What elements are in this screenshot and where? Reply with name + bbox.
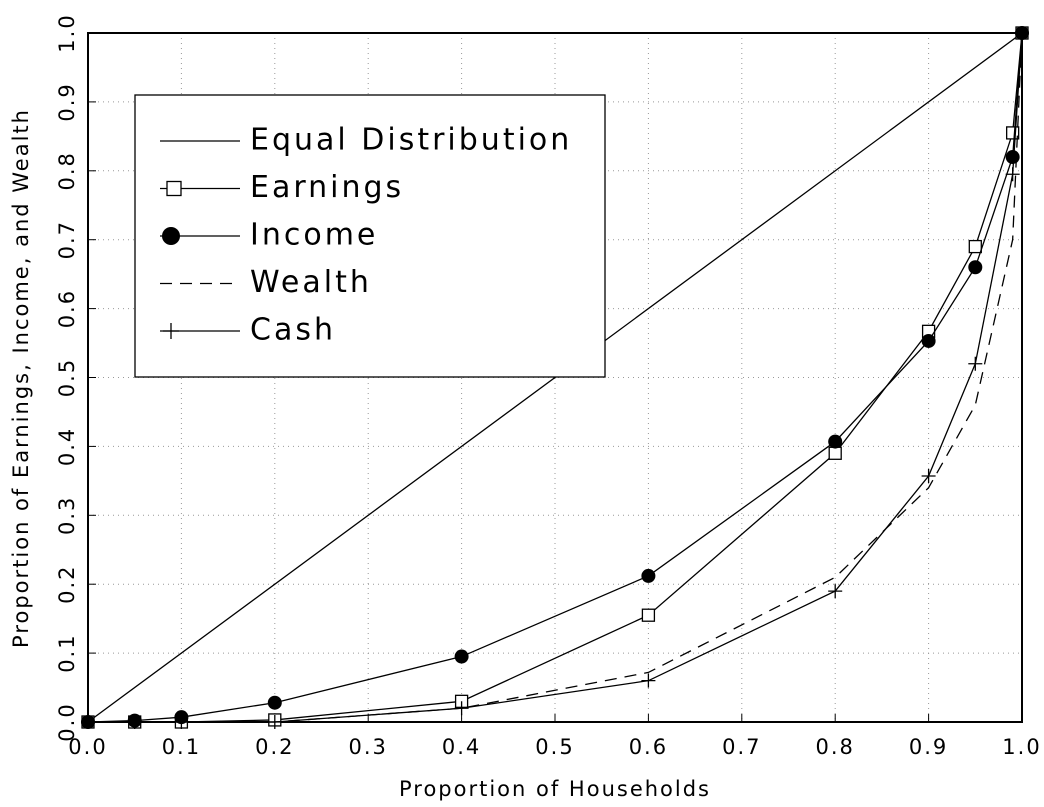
plus-marker (828, 584, 843, 599)
y-axis-label: Proportion of Earnings, Income, and Weal… (9, 108, 33, 648)
plus-marker (1015, 26, 1029, 40)
plus-marker (81, 715, 95, 729)
legend-marker (162, 227, 180, 245)
legend-label: Earnings (250, 170, 404, 205)
circle-marker (454, 649, 469, 664)
square-marker (828, 446, 842, 460)
circle-marker (641, 568, 656, 583)
x-tick-label: 0.5 (535, 735, 574, 759)
circle-marker (828, 434, 843, 449)
legend-label: Income (250, 218, 378, 253)
legend-label: Equal Distribution (250, 123, 572, 158)
plus-marker (968, 356, 983, 371)
x-tick-label: 0.4 (442, 735, 481, 759)
x-tick-label: 0.1 (162, 735, 201, 759)
y-tick-label: 0.9 (55, 82, 79, 121)
series-line (88, 32, 1023, 723)
y-tick-label: 0.8 (55, 151, 79, 190)
x-tick-label: 0.6 (629, 735, 668, 759)
circle-marker (968, 260, 983, 275)
square-marker (968, 239, 982, 254)
plus-marker (641, 673, 656, 688)
y-tick-label: 0.7 (55, 220, 79, 259)
x-axis-label: Proportion of Households (399, 777, 711, 801)
plot-frame (87, 32, 1023, 723)
legend-marker (163, 323, 179, 339)
y-tick-label: 0.4 (55, 427, 79, 466)
y-tick-label: 0.0 (55, 702, 79, 741)
plus-marker (127, 715, 142, 729)
x-tick-label: 0.9 (909, 735, 948, 759)
plus-marker (454, 701, 469, 716)
x-tick-label: 1.0 (1002, 735, 1041, 759)
square-marker (641, 608, 656, 622)
legend-label: Cash (250, 313, 336, 348)
x-tick-label: 0.2 (255, 735, 294, 759)
circle-marker (267, 695, 282, 710)
circle-marker (921, 333, 936, 348)
y-tick-label: 0.5 (55, 358, 79, 397)
y-tick-label: 0.3 (55, 496, 79, 535)
x-tick-label: 0.8 (815, 735, 854, 759)
plus-marker (267, 715, 282, 729)
plus-marker (921, 469, 936, 484)
y-tick-label: 0.2 (55, 564, 79, 603)
x-tick-label: 0.0 (68, 735, 107, 759)
x-tick-label: 0.3 (348, 735, 387, 759)
x-tick-label: 0.7 (722, 735, 761, 759)
legend-marker (166, 180, 182, 197)
y-tick-label: 0.6 (55, 289, 79, 328)
y-tick-label: 0.1 (55, 633, 79, 672)
legend-label: Wealth (250, 265, 372, 300)
plus-marker (1005, 167, 1020, 182)
plus-marker (174, 715, 189, 729)
circle-marker (1005, 150, 1020, 165)
y-tick-label: 1.0 (55, 13, 79, 52)
